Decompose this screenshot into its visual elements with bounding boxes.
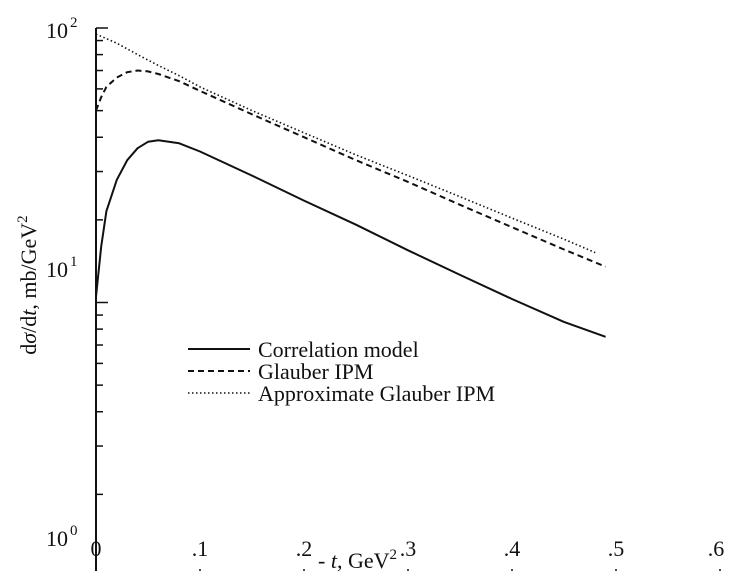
x-tick-label-4: .4 <box>504 536 521 561</box>
x-zero-label: 0 <box>91 536 102 561</box>
svg-text:dσ/dt, mb/GeV2: dσ/dt, mb/GeV2 <box>15 215 41 354</box>
x-tick-label-1: .1 <box>192 536 209 561</box>
series-line-solid <box>95 139 606 338</box>
series-line-dashed <box>95 69 606 268</box>
legend-label-glauber: Glauber IPM <box>258 359 373 384</box>
plot-frame <box>95 28 97 571</box>
series-layer <box>95 33 606 338</box>
y-tick-base-100: 10 <box>46 18 68 43</box>
x-tick-label-6: .6 <box>708 536 725 561</box>
x-tick-label-3: .3 <box>400 536 417 561</box>
y-tick-base-1: 10 <box>46 526 68 551</box>
legend-label-approx-glauber: Approximate Glauber IPM <box>258 381 495 406</box>
y-tick-exp-100: 2 <box>70 15 78 31</box>
x-tick-label-2: .2 <box>296 536 313 561</box>
y-axis-title: dσ/dt, mb/GeV2 <box>15 215 41 354</box>
legend-label-correlation: Correlation model <box>258 337 419 362</box>
legend-item-approx-glauber: Approximate Glauber IPM <box>188 381 495 406</box>
svg-text:- t, GeV2: - t, GeV2 <box>318 547 397 571</box>
legend-item-correlation: Correlation model <box>188 337 419 362</box>
axis-ticks <box>96 27 721 571</box>
y-tick-label-1: 10 0 <box>46 523 78 551</box>
x-tick-label-5: .5 <box>608 536 625 561</box>
y-tick-exp-1: 0 <box>70 523 78 539</box>
legend-item-glauber: Glauber IPM <box>188 359 373 384</box>
y-tick-base-10: 10 <box>46 257 68 282</box>
y-tick-label-10: 10 1 <box>46 254 78 282</box>
y-tick-exp-10: 1 <box>70 254 78 270</box>
legend: Correlation model Glauber IPM Approximat… <box>188 337 495 406</box>
y-tick-label-100: 10 2 <box>46 15 78 43</box>
x-axis-title: - t, GeV2 <box>318 547 397 571</box>
